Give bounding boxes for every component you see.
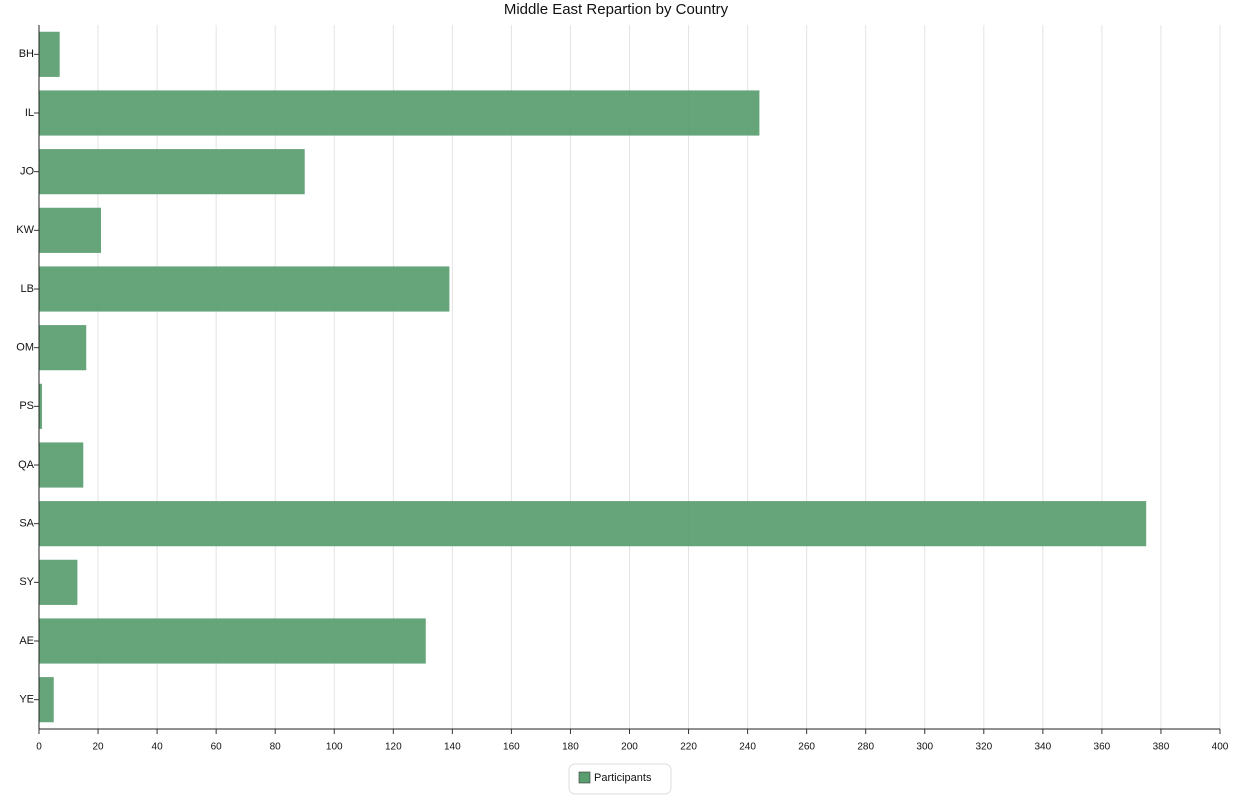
y-tick-label: QA <box>18 459 35 471</box>
y-tick-label: YE <box>19 694 34 706</box>
bar <box>39 501 1147 547</box>
bar <box>39 442 84 488</box>
x-tick-label: 260 <box>798 742 815 753</box>
x-tick-label: 140 <box>444 742 461 753</box>
bar <box>39 31 60 77</box>
x-tick-label: 40 <box>152 742 164 753</box>
chart-title: Middle East Repartion by Country <box>504 1 729 18</box>
legend: Participants <box>568 763 672 795</box>
x-tick-label: 20 <box>92 742 104 753</box>
bar <box>39 90 760 136</box>
bar <box>39 266 450 312</box>
x-tick-label: 120 <box>385 742 402 753</box>
y-tick-label: AE <box>19 635 34 647</box>
y-tick-label: BH <box>19 48 34 60</box>
y-tick-label: IL <box>25 107 34 119</box>
x-tick-label: 340 <box>1035 742 1052 753</box>
y-tick-label: SY <box>19 576 34 588</box>
y-tick-label: SA <box>19 518 34 530</box>
x-tick-label: 160 <box>503 742 520 753</box>
bar <box>39 325 87 371</box>
bar <box>39 677 54 723</box>
x-tick-label: 180 <box>562 742 579 753</box>
x-tick-label: 300 <box>916 742 933 753</box>
bar <box>39 383 42 429</box>
legend-box <box>568 763 672 795</box>
y-tick-label: PS <box>19 400 34 412</box>
x-tick-label: 100 <box>326 742 343 753</box>
bar <box>39 207 102 253</box>
x-tick-label: 360 <box>1094 742 1111 753</box>
x-tick-label: 80 <box>270 742 282 753</box>
y-tick-label: KW <box>16 224 34 236</box>
x-tick-label: 320 <box>975 742 992 753</box>
x-tick-label: 280 <box>857 742 874 753</box>
x-tick-label: 60 <box>211 742 223 753</box>
x-tick-label: 240 <box>739 742 756 753</box>
bar <box>39 559 78 605</box>
y-tick-label: LB <box>21 283 34 295</box>
legend-label: Participants <box>594 772 652 784</box>
y-tick-label: JO <box>20 166 35 178</box>
legend-swatch <box>578 771 591 784</box>
x-tick-label: 200 <box>621 742 638 753</box>
bar <box>39 149 305 195</box>
x-tick-label: 400 <box>1212 742 1229 753</box>
bar <box>39 618 426 664</box>
x-tick-label: 0 <box>36 742 42 753</box>
y-tick-label: OM <box>16 342 34 354</box>
x-tick-label: 220 <box>680 742 697 753</box>
x-tick-label: 380 <box>1153 742 1170 753</box>
